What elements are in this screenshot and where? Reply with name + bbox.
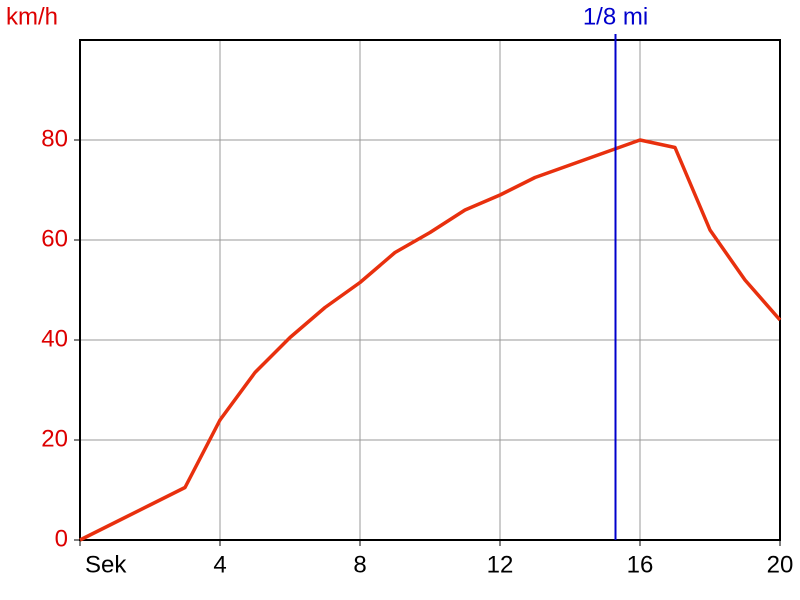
data-line [79, 138, 782, 542]
y-tick-label: 0 [55, 525, 68, 552]
y-tick-label: 60 [41, 225, 68, 252]
x-tick-label: 16 [627, 551, 654, 578]
x-tick-label: 12 [487, 551, 514, 578]
y-axis-label: km/h [6, 3, 58, 30]
plot-frame [79, 39, 781, 541]
y-tick-label: 80 [41, 125, 68, 152]
y-tick-label: 40 [41, 325, 68, 352]
x-tick-label: 8 [353, 551, 366, 578]
x-tick-label: 20 [767, 551, 794, 578]
marker-label: 1/8 mi [583, 3, 648, 30]
y-tick-label: 20 [41, 425, 68, 452]
x-tick-label: Sek [85, 551, 127, 578]
x-tick-label: 4 [213, 551, 226, 578]
